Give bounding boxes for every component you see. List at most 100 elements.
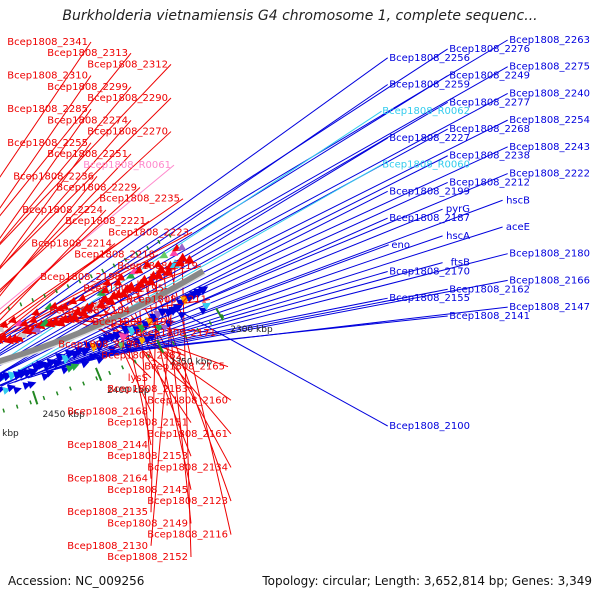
scale-minor-tick [159,347,163,352]
gene-label-left: Bcep1808_2218 [74,250,155,261]
gene-label-left: Bcep1808_2145 [107,485,188,496]
gene-feature-arrow [91,301,102,311]
scale-minor-tick [101,268,105,274]
scale-minor-tick [42,395,46,401]
label-leader-line [180,311,388,427]
gene-feature-arrow [169,248,179,257]
label-leader-line [0,153,132,293]
scale-minor-tick [171,341,175,346]
label-leader-line [0,41,92,178]
gene-label-left: Bcep1808_2221 [65,216,146,227]
scale-tick-label: 2400 kbp [107,386,150,396]
gene-feature-arrow [202,302,212,311]
scale-tick-label: 2350 kbp [170,358,213,368]
gene-label-right: Bcep1808_2268 [449,124,530,135]
gene-feature-arrow [96,288,106,296]
gene-feature-arrow [105,295,116,305]
gene-feature-arrow [177,252,188,262]
gene-feature-arrow [60,302,69,310]
label-leader-line [85,304,192,390]
label-leader-line [0,142,92,268]
gene-feature-arrow [177,312,187,320]
scale-minor-tick [146,353,150,358]
gene-feature-arrow [108,346,117,354]
gene-features [0,243,212,395]
scale-tick-mark [32,390,39,405]
topology-summary: Topology: circular; Length: 3,652,814 bp… [262,574,592,588]
scale-minor-tick [95,376,99,381]
gene-label-right: Bcep1808_2212 [449,177,530,188]
gene-feature-arrow [68,296,78,305]
scale-minor-tick [123,257,128,262]
label-leader-line [124,286,192,457]
gene-label-left: Bcep1808_2299 [47,82,128,93]
gene-feature-arrow [123,343,133,351]
gene-feature-arrow [13,386,22,395]
gene-label-left: Bcep1808_2165 [144,362,225,373]
label-leader-line [0,176,98,297]
gene-feature-arrow [55,304,65,312]
scale-tick-label: 2300 kbp [230,325,273,335]
gene-label-right: Bcep1808_2199 [389,186,470,197]
gene-label-left: lysS [128,373,148,384]
gene-label-left: Bcep1808_2224 [22,205,103,216]
gene-label-left: Bcep1808_2195 [83,283,164,294]
scale-minor-tick [29,400,32,405]
gene-feature-arrow [134,266,144,274]
gene-feature-arrow [126,271,135,279]
gene-feature-arrow [174,257,185,267]
gene-label-right: Bcep1808_2180 [509,249,590,260]
gene-label-right: Bcep1808_2147 [509,302,590,313]
gene-label-right: Bcep1808_2276 [449,44,530,55]
gene-feature-arrow [45,369,55,378]
gene-label-right: Bcep1808_2254 [509,115,590,126]
scale-minor-tick [55,391,59,396]
gene-feature-arrow [52,359,63,369]
label-leader-line [40,244,389,375]
gene-label-left: Bcep1808_2134 [147,462,228,473]
scale-minor-tick [43,293,47,298]
gene-feature-arrow [118,333,129,343]
gene-feature-arrow [88,353,98,361]
gene-label-left: Bcep1808_2214 [31,239,112,250]
accession-label: Accession: NC_009256 [8,574,145,588]
gene-label-right: Bcep1808_2263 [509,35,590,46]
backbone-arc [0,268,206,366]
gene-label-left: Bcep1808_2196 [58,339,139,350]
label-leader-line [131,283,232,468]
gene-feature-arrow [113,278,123,286]
label-leader-line [0,97,172,269]
gene-label-right: Bcep1808_2141 [449,311,530,322]
label-leader-line [0,155,448,382]
gene-label-left: Bcep1808_2144 [67,440,148,451]
gene-feature-arrow [0,320,9,328]
gene-feature-arrow [102,278,112,286]
gene-feature-arrow [69,311,80,322]
gene-label-left: Bcep1808_2219 [117,261,198,272]
gene-label-left: Bcep1808_2251 [47,149,128,160]
scale-tick-label: 2450 kbp [42,410,85,420]
gene-label-left: Bcep1808_2211 [126,295,207,306]
gene-label-left: Bcep1808_2149 [107,518,188,529]
label-leader-line [20,217,388,381]
gene-label-left: Bcep1808_2135 [67,507,148,518]
gene-label-right: Bcep1808_2240 [509,88,590,99]
gene-label-right: Bcep1808_2227 [389,133,470,144]
gene-label-right: Bcep1808_2170 [389,266,470,277]
label-leader-line [150,270,158,513]
gene-label-left: Bcep1808_2290 [87,93,168,104]
scale-minor-tick [82,381,86,386]
gene-label-left: Bcep1808_2255 [7,138,88,149]
gene-labels: Bcep1808_2341Bcep1808_2313Bcep1808_2312B… [7,35,590,563]
gene-feature-arrow [125,281,136,291]
label-leader-line [0,164,382,382]
label-leader-line [0,209,107,321]
gene-feature-arrow [80,360,90,369]
gene-label-left: Bcep1808_2198 [40,272,121,283]
gene-feature-arrow [155,324,164,332]
scale-minor-tick [89,274,93,279]
gene-feature-arrow [164,320,174,328]
gene-label-right: eno [391,240,410,251]
label-leader-line [0,190,388,387]
